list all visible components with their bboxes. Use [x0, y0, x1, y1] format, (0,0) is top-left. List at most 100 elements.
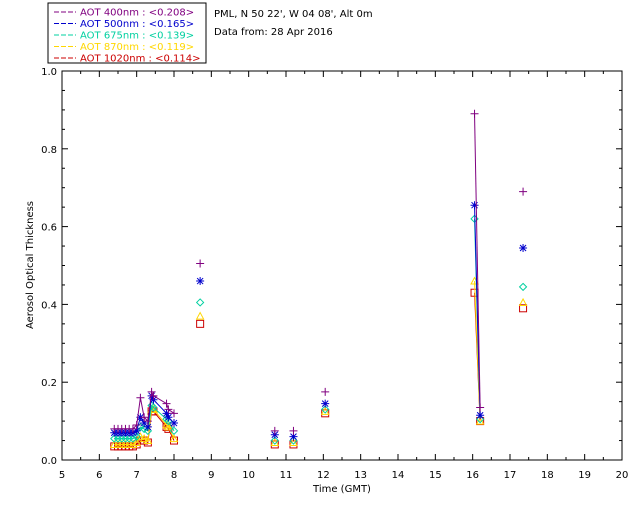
plus-marker: [196, 259, 205, 268]
asterisk-marker: [321, 399, 330, 408]
triangle-marker: [139, 434, 149, 443]
x-tick-label: 13: [354, 470, 367, 481]
x-tick-label: 10: [242, 470, 255, 481]
plus-marker: [132, 420, 141, 429]
diamond-marker: [320, 405, 330, 414]
y-axis-label: Aerosol Optical Thickness: [25, 201, 36, 329]
plot-frame: [61, 70, 623, 461]
series-4: [110, 288, 528, 451]
data-date: Data from: 28 Apr 2016: [214, 27, 333, 38]
series-line: [114, 404, 175, 440]
square-marker: [321, 409, 330, 418]
y-tick-label: 0.4: [41, 300, 57, 311]
legend-entry: AOT 675nm : <0.139>: [80, 31, 194, 42]
triangle-marker: [136, 432, 145, 441]
series-1: [110, 201, 528, 441]
asterisk-marker: [470, 201, 479, 210]
diamond-marker: [132, 432, 141, 441]
x-tick-label: 16: [466, 470, 479, 481]
asterisk-marker: [143, 422, 152, 431]
plus-marker: [270, 426, 279, 435]
x-tick-label: 11: [280, 470, 293, 481]
plus-marker: [149, 391, 158, 400]
y-tick-label: 0.6: [41, 223, 57, 234]
square-marker: [519, 304, 528, 313]
square-marker: [170, 436, 178, 445]
triangle-marker: [195, 311, 205, 320]
legend-entry: AOT 400nm : <0.208>: [80, 8, 194, 19]
x-tick-label: 20: [616, 470, 629, 481]
triangle-marker: [164, 422, 173, 431]
x-tick-label: 7: [133, 470, 139, 481]
diamond-marker: [110, 434, 119, 443]
asterisk-marker: [162, 409, 171, 418]
diamond-marker: [518, 282, 528, 292]
plus-marker: [289, 426, 298, 435]
x-axis: 5 6 7 8 9 10 11 12 13 14 15 16 17 18 19 20: [59, 71, 629, 481]
plus-marker: [164, 405, 173, 414]
x-tick-label: 6: [96, 470, 102, 481]
legend-box: [47, 2, 207, 64]
asterisk-marker: [476, 411, 485, 420]
x-tick-label: 9: [208, 470, 214, 481]
x-tick-label: 15: [429, 470, 442, 481]
diamond-marker: [195, 298, 205, 307]
square-marker: [270, 440, 279, 449]
diamond-marker: [117, 434, 126, 443]
plus-marker: [519, 187, 528, 196]
x-tick-label: 19: [578, 470, 591, 481]
x-tick-label: 14: [392, 470, 405, 481]
legend-entry: AOT 500nm : <0.165>: [80, 19, 194, 30]
diamond-marker: [128, 434, 138, 443]
asterisk-marker: [170, 419, 178, 428]
asterisk-marker: [140, 419, 149, 428]
y-axis: 0.0 0.2 0.4 0.6 0.8 1.0: [41, 67, 622, 467]
asterisk-marker: [164, 413, 173, 422]
diamond-marker: [124, 434, 134, 443]
plus-marker: [470, 109, 479, 118]
plus-marker: [128, 424, 137, 433]
square-marker: [289, 440, 298, 449]
triangle-marker: [132, 437, 142, 446]
diamond-marker: [169, 426, 179, 436]
triangle-marker: [518, 297, 528, 306]
x-tick-label: 18: [541, 470, 554, 481]
asterisk-marker: [289, 432, 298, 441]
diamond-marker: [149, 403, 158, 412]
series-spike-line: [474, 113, 481, 408]
legend: AOT 400nm : <0.208>AOT 500nm : <0.165>AO…: [47, 2, 207, 65]
triangle-marker: [169, 434, 179, 443]
y-tick-label: 0.0: [41, 456, 57, 467]
y-tick-label: 1.0: [41, 67, 57, 78]
x-tick-label: 8: [171, 470, 177, 481]
legend-entry: AOT 1020nm : <0.114>: [80, 54, 200, 65]
triangle-marker: [143, 435, 153, 445]
diamond-marker: [270, 436, 280, 445]
x-tick-label: 5: [59, 470, 65, 481]
plus-marker: [170, 409, 178, 418]
y-tick-label: 0.2: [41, 378, 57, 389]
diamond-marker: [121, 434, 130, 443]
y-tick-label: 0.8: [41, 145, 57, 156]
plus-marker: [162, 399, 171, 408]
legend-entries: AOT 400nm : <0.208>AOT 500nm : <0.165>AO…: [54, 8, 200, 65]
site-title: PML, N 50 22', W 04 08', Alt 0m: [214, 9, 373, 20]
series-0: [110, 109, 528, 435]
series-2: [110, 214, 528, 445]
plus-marker: [143, 417, 152, 426]
triangle-marker: [128, 439, 138, 448]
square-marker: [196, 319, 205, 328]
plus-marker: [147, 387, 156, 396]
asterisk-marker: [519, 243, 528, 252]
x-tick-label: 12: [317, 470, 330, 481]
x-tick-label: 17: [504, 470, 517, 481]
x-axis-label: Time (GMT): [312, 484, 371, 495]
plus-marker: [140, 413, 149, 422]
plus-marker: [476, 403, 485, 412]
plus-marker: [321, 387, 330, 396]
asterisk-marker: [196, 277, 205, 286]
legend-entry: AOT 870nm : <0.119>: [80, 42, 194, 53]
asterisk-marker: [132, 426, 141, 435]
diamond-marker: [113, 434, 123, 443]
